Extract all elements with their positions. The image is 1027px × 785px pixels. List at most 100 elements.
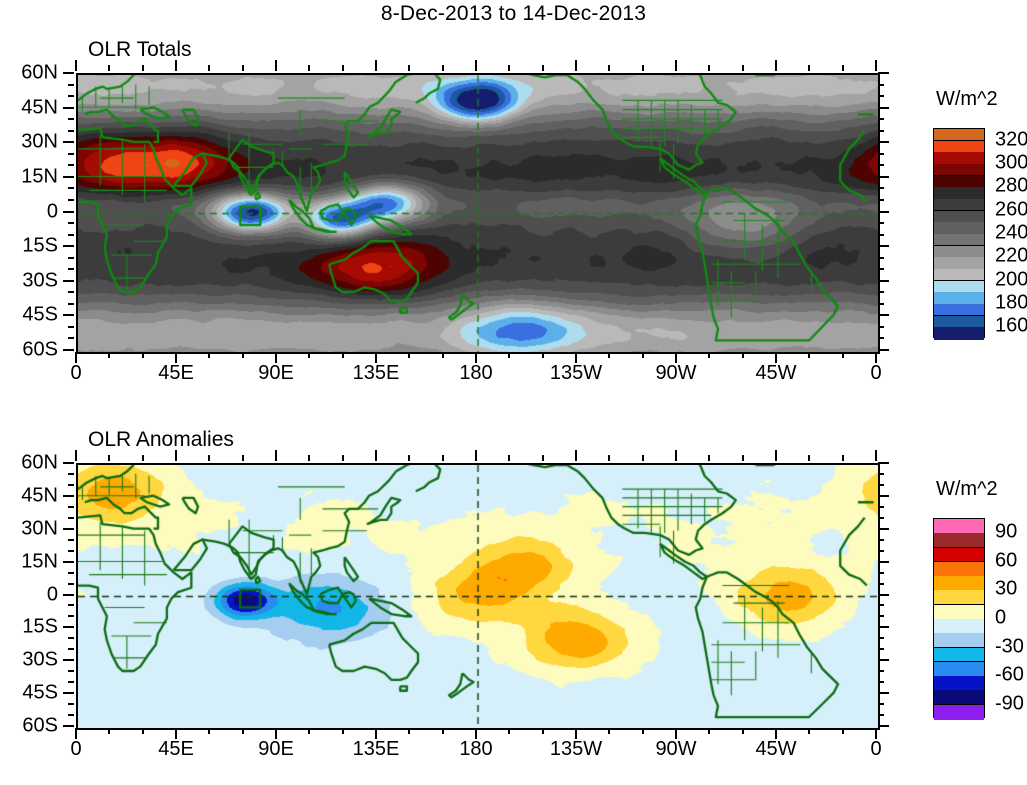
olr-anomalies-xtick-minor	[341, 728, 344, 734]
olr-totals-ytick-major-right	[878, 245, 889, 248]
olr-totals-xtick-label: 0	[70, 362, 82, 384]
olr-totals-ytick-minor	[68, 152, 74, 155]
olr-anomalies-ytick-minor-right	[878, 483, 884, 486]
olr-anomalies-ytick-label: 15N	[21, 550, 58, 573]
olr-anomalies-colorbar-band	[934, 633, 984, 649]
olr-anomalies-xtick-label: 45E	[158, 738, 194, 760]
olr-anomalies-colorbar-band	[934, 590, 984, 606]
olr-anomalies-xtick-minor-top	[441, 455, 444, 461]
olr-totals-xtick-major	[875, 352, 877, 363]
olr-anomalies-xtick-minor-top	[241, 455, 244, 461]
olr-anomalies-ytick-major-right	[878, 725, 889, 727]
olr-totals-xtick-label: 0	[870, 362, 882, 384]
olr-anomalies-colorbar-band	[934, 619, 984, 634]
olr-anomalies-colorbar-band	[934, 519, 984, 534]
olr-totals-colorbar-label: 240	[995, 221, 1027, 244]
olr-totals-colorbar-unit: W/m^2	[936, 88, 998, 110]
olr-anomalies-colorbar-band	[934, 604, 984, 620]
olr-totals-xtick-major	[275, 352, 277, 363]
olr-anomalies-ytick-major-right	[878, 659, 889, 662]
olr-anomalies-ytick-label: 45S	[22, 681, 58, 704]
olr-totals-xtick-minor-top	[208, 65, 211, 71]
olr-totals-xtick-major-top	[75, 60, 77, 71]
olr-anomalies-xtick-minor	[408, 728, 411, 734]
olr-anomalies-ytick-minor-right	[878, 615, 884, 618]
olr-anomalies-colorbar-band	[934, 704, 984, 720]
olr-anomalies-ytick-minor	[68, 604, 74, 607]
olr-anomalies-ytick-major-right	[878, 527, 889, 530]
olr-totals-colorbar-band	[934, 280, 984, 293]
olr-anomalies-xtick-minor	[808, 728, 811, 734]
olr-anomalies-colorbar-label: -60	[995, 663, 1024, 686]
olr-anomalies-xtick-major-top	[375, 450, 377, 461]
olr-totals-xtick-label: 135E	[352, 362, 400, 384]
olr-anomalies-ytick-major-right	[878, 593, 889, 596]
olr-anomalies-xtick-minor	[108, 728, 111, 734]
olr-anomalies-ytick-minor	[68, 637, 74, 640]
olr-anomalies-colorbar-band	[934, 676, 984, 692]
olr-totals-xtick-minor	[408, 352, 411, 358]
olr-totals-colorbar-label: 300	[995, 151, 1027, 174]
olr-anomalies-ytick-label: 30N	[21, 517, 58, 540]
olr-anomalies-colorbar-label: 60	[995, 549, 1018, 572]
olr-anomalies-ytick-label: 0	[46, 583, 58, 605]
olr-totals-xtick-minor-top	[241, 65, 244, 71]
olr-totals-ytick-minor	[68, 83, 74, 86]
olr-totals-colorbar-band	[934, 187, 984, 200]
olr-totals-ytick-minor	[68, 198, 74, 201]
olr-anomalies-ytick-minor-right	[878, 637, 884, 640]
olr-anomalies-xtick-minor-top	[841, 455, 844, 461]
olr-anomalies-xtick-minor-top	[608, 455, 611, 461]
olr-totals-xtick-minor	[741, 352, 744, 358]
olr-totals-xtick-label: 90W	[655, 362, 697, 384]
olr-totals-ytick-major	[63, 175, 74, 178]
olr-totals-ytick-minor-right	[878, 152, 884, 155]
olr-totals-ytick-label: 60N	[21, 61, 58, 84]
olr-totals-xtick-minor	[141, 352, 144, 358]
olr-anomalies-xtick-label: 135W	[549, 738, 603, 760]
olr-anomalies-colorbar-label: 30	[995, 577, 1018, 600]
olr-anomalies-xtick-label: 135E	[352, 738, 400, 760]
olr-anomalies-ytick-label: 60S	[22, 714, 58, 737]
olr-totals-map	[76, 73, 880, 354]
olr-anomalies-xtick-minor-top	[208, 455, 211, 461]
olr-totals-xtick-minor-top	[108, 65, 111, 71]
olr-totals-xtick-minor-top	[141, 65, 144, 71]
olr-totals-ytick-minor-right	[878, 337, 884, 340]
olr-anomalies-colorbar-band	[934, 690, 984, 706]
olr-totals-colorbar-band	[934, 245, 984, 258]
figure-title: 8-Dec-2013 to 14-Dec-2013	[380, 2, 647, 25]
olr-totals-colorbar-band	[934, 199, 984, 212]
olr-anomalies-colorbar-band	[934, 533, 984, 549]
olr-anomalies-ytick-minor	[68, 483, 74, 486]
olr-totals-xtick-minor-top	[608, 65, 611, 71]
olr-anomalies-colorbar-band	[934, 647, 984, 663]
olr-totals-colorbar-band	[934, 327, 984, 340]
olr-anomalies-colorbar-band	[934, 576, 984, 592]
olr-totals-xtick-label: 45W	[755, 362, 797, 384]
olr-anomalies-xtick-label: 0	[870, 738, 882, 760]
olr-totals-ytick-major	[63, 141, 74, 144]
olr-anomalies-xtick-major	[275, 728, 277, 739]
olr-totals-ytick-major-right	[878, 72, 889, 74]
olr-totals-xtick-minor	[241, 352, 244, 358]
olr-anomalies-ytick-minor	[68, 582, 74, 585]
olr-anomalies-xtick-major-top	[875, 450, 877, 461]
olr-anomalies-xtick-major	[775, 728, 777, 739]
olr-totals-ytick-major-right	[878, 279, 889, 282]
olr-totals-ytick-major	[63, 210, 74, 213]
olr-totals-xtick-minor-top	[408, 65, 411, 71]
olr-totals-xtick-major-top	[775, 60, 777, 71]
olr-totals-ytick-minor	[68, 187, 74, 190]
olr-totals-xtick-minor-top	[441, 65, 444, 71]
olr-anomalies-xtick-minor	[608, 728, 611, 734]
olr-totals-xtick-major-top	[575, 60, 577, 71]
olr-totals-xtick-minor-top	[308, 65, 311, 71]
olr-anomalies-ytick-minor	[68, 516, 74, 519]
olr-totals-ytick-label: 60S	[22, 338, 58, 361]
olr-totals-xtick-minor	[708, 352, 711, 358]
olr-totals-colorbar-label: 200	[995, 268, 1027, 291]
olr-totals-colorbar-label: 320	[995, 128, 1027, 151]
olr-totals-ytick-minor	[68, 337, 74, 340]
olr-anomalies-xtick-minor	[641, 728, 644, 734]
